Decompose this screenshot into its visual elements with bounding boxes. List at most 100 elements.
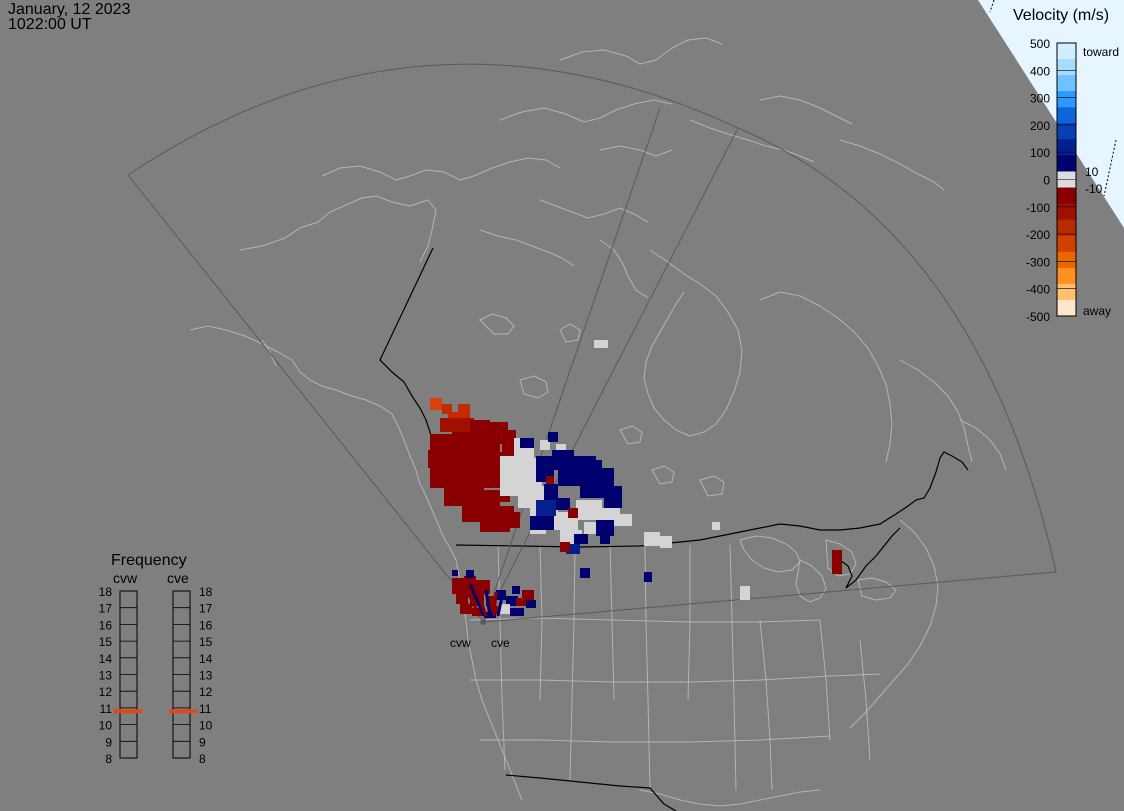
velocity-cell: [526, 600, 536, 608]
velocity-cell-strand: [474, 585, 488, 617]
velocity-color-swatch: [1057, 59, 1076, 76]
radar-site-markers: cvw cve: [450, 619, 510, 650]
velocity-cell: [556, 444, 566, 454]
velocity-cell: [484, 470, 500, 488]
radar-site-cve-label: cve: [491, 636, 510, 650]
velocity-cell: [460, 604, 472, 614]
frequency-tick-label: 16: [199, 618, 213, 632]
velocity-cell: [458, 404, 470, 418]
velocity-color-swatch: [1057, 187, 1076, 205]
velocity-cell: [480, 452, 502, 470]
velocity-cell: [574, 534, 588, 544]
velocity-tick-label: 500: [1030, 37, 1050, 51]
velocity-cell: [430, 468, 456, 488]
velocity-cell-strand: [484, 589, 492, 617]
velocity-cell: [832, 550, 842, 574]
velocity-cell: [660, 536, 672, 548]
velocity-cell: [500, 604, 510, 614]
velocity-cell: [430, 398, 442, 410]
velocity-cell: [470, 490, 500, 508]
legend-background: [978, 0, 1124, 228]
velocity-tick-label: -100: [1026, 201, 1050, 215]
frequency-tick-label: 11: [100, 702, 113, 716]
velocity-cell: [456, 594, 468, 604]
velocity-cell: [462, 506, 490, 522]
velocity-color-swatch: [1057, 75, 1076, 92]
frequency-tick-label: 18: [99, 585, 113, 599]
frequency-panel: Frequency cvw cve 18 18 17 17 16 16 15 15 14 14 13…: [99, 552, 213, 766]
velocity-tick-label: 300: [1030, 92, 1050, 106]
velocity-cell: [480, 520, 510, 532]
velocity-cell: [452, 570, 458, 576]
velocity-tick-label: 100: [1030, 146, 1050, 160]
velocity-cell: [502, 444, 516, 458]
timestamp-time: 1022:00 UT: [8, 16, 92, 33]
velocity-cell: [428, 450, 452, 468]
velocity-tick-label: 200: [1030, 119, 1050, 133]
frequency-tick-label: 18: [199, 585, 213, 599]
frequency-tick-label: 16: [99, 618, 113, 632]
velocity-cell: [440, 418, 456, 432]
velocity-cell: [546, 476, 554, 484]
velocity-tick-label: -500: [1026, 310, 1050, 324]
frequency-marker-cvw: [114, 709, 142, 714]
near-zero-negative-label: -10: [1085, 182, 1103, 196]
frequency-tick-label: 10: [99, 719, 113, 733]
velocity-color-swatch: [1057, 91, 1076, 108]
velocity-tick-label: -200: [1026, 228, 1050, 242]
velocity-cell-strand: [492, 591, 498, 617]
velocity-cell: [520, 438, 534, 448]
velocity-color-swatch: [1057, 43, 1076, 60]
velocity-cell: [430, 434, 452, 450]
velocity-color-swatch: [1057, 235, 1076, 253]
velocity-cell: [544, 484, 558, 502]
frequency-tick-label: 9: [199, 735, 206, 749]
frequency-tick-label: 14: [99, 652, 113, 666]
frequency-tick-label: 13: [99, 669, 113, 683]
radar-site-cvw-label: cvw: [450, 636, 471, 650]
frequency-tick-label: 11: [199, 702, 212, 716]
velocity-cell: [452, 432, 476, 450]
velocity-legend: Velocity (m/s) 500 400 300 200 100 0 -100 -200 -…: [978, 0, 1124, 324]
velocity-cell: [540, 440, 550, 450]
frequency-tick-labels: 18 18 17 17 16 16 15 15 14 14 13 13 12 12 11 11 10 10 9 9 8 8: [99, 585, 213, 766]
national-borders: [379, 247, 969, 811]
velocity-tick-label: 0: [1043, 174, 1050, 188]
velocity-color-swatch: [1057, 267, 1076, 285]
velocity-cell: [510, 512, 520, 528]
velocity-cell: [448, 412, 460, 422]
velocity-tick-label: 400: [1030, 64, 1050, 78]
velocity-cell: [600, 536, 610, 544]
velocity-cell: [490, 506, 514, 522]
toward-label: toward: [1083, 45, 1119, 59]
velocity-cell: [576, 500, 602, 520]
coastlines: [189, 37, 1007, 807]
timestamp: January, 12 2023 1022:00 UT: [8, 1, 131, 33]
velocity-cell: [552, 450, 574, 470]
frequency-marker-cve: [169, 709, 197, 714]
velocity-cell: [548, 432, 558, 442]
frequency-tick-label: 17: [99, 602, 113, 616]
velocity-cell: [516, 458, 542, 480]
velocity-cell: [536, 456, 554, 482]
velocity-cell: [500, 456, 518, 496]
velocity-color-swatch: [1057, 299, 1076, 317]
velocity-cell: [486, 596, 496, 606]
timestamp-date: January, 12 2023: [8, 1, 131, 18]
velocity-cell: [476, 436, 500, 452]
velocity-cells: [428, 340, 842, 618]
fov-outline: [127, 63, 1057, 623]
velocity-cell: [712, 522, 720, 530]
velocity-color-bar: [1056, 42, 1077, 317]
velocity-cell: [596, 520, 614, 536]
velocity-cell: [510, 608, 524, 616]
velocity-cell: [452, 450, 480, 470]
velocity-cell: [592, 460, 602, 468]
velocity-cell: [556, 498, 570, 510]
frequency-tick-label: 8: [105, 752, 112, 766]
velocity-tick-label: -300: [1026, 255, 1050, 269]
frequency-tick-label: 10: [199, 719, 213, 733]
frequency-tick-label: 9: [105, 735, 112, 749]
velocity-scale-title: Velocity (m/s): [1013, 7, 1109, 24]
